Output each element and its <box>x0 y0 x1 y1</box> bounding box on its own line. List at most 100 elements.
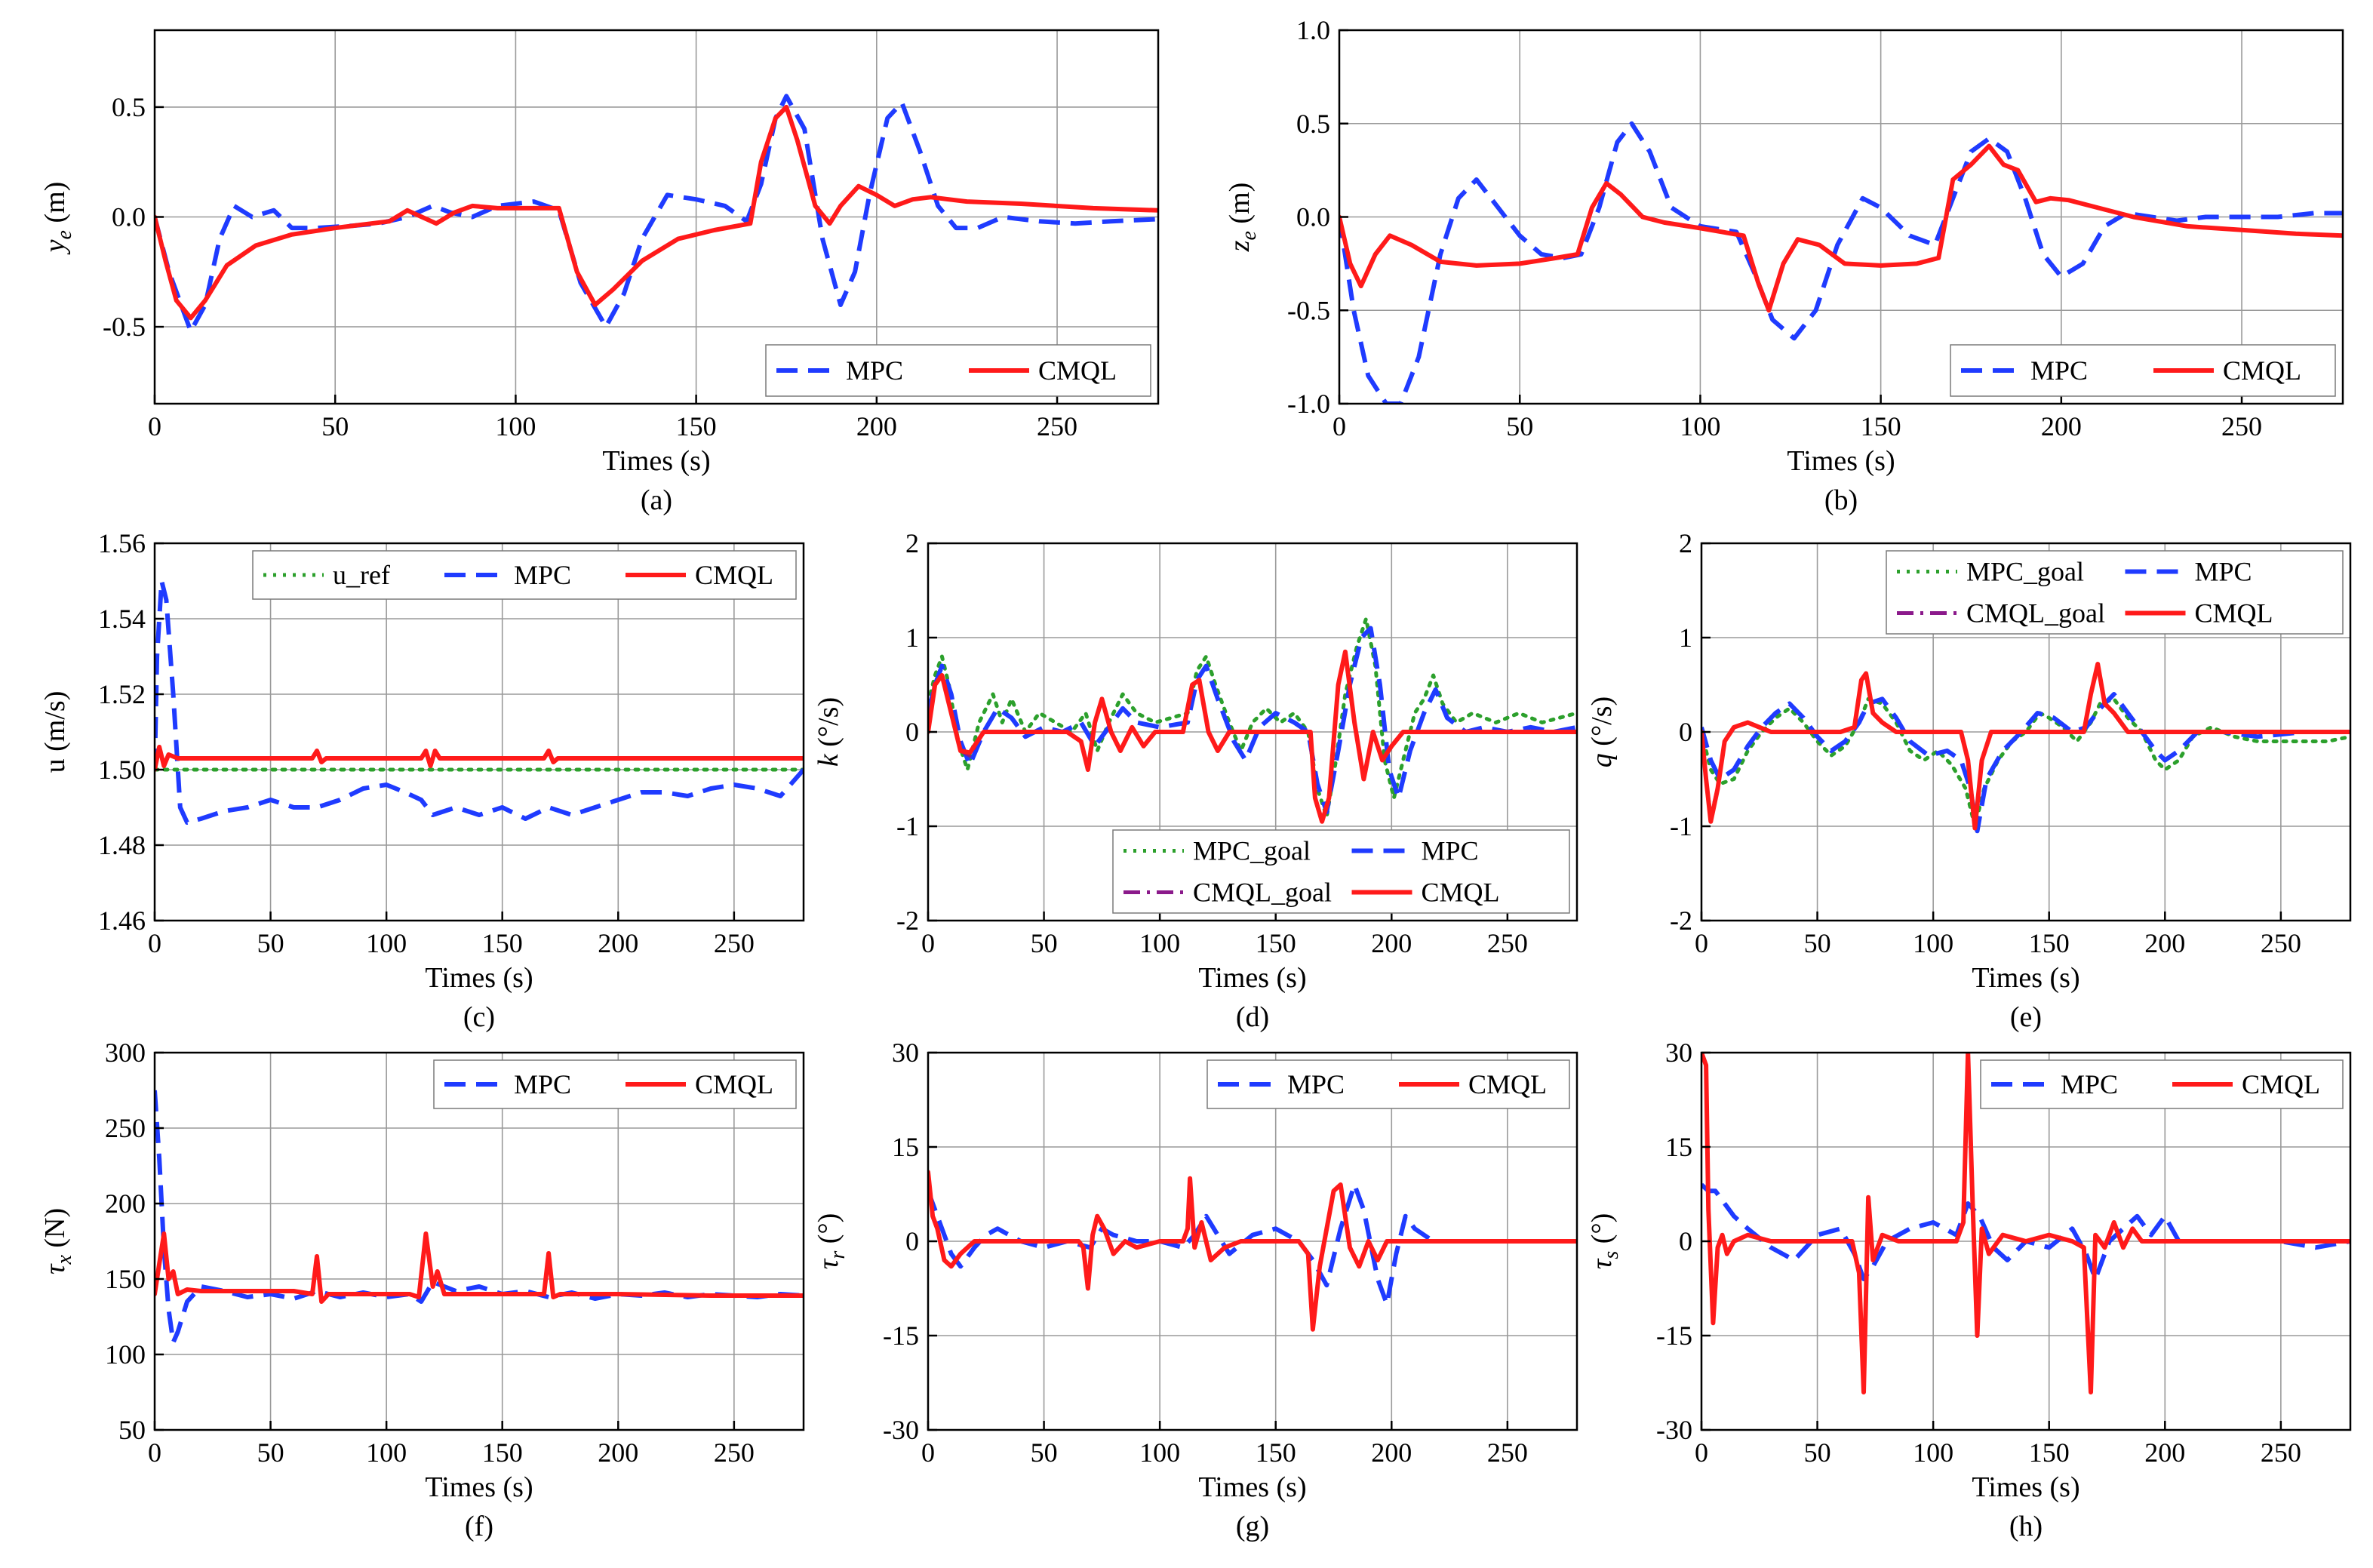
y-tick-label: 0.0 <box>112 202 146 232</box>
x-tick-label: 150 <box>1861 411 1901 441</box>
series-line-mpc <box>1339 121 2343 404</box>
legend-label-cmql_goal: CMQL_goal <box>1966 598 2105 629</box>
y-tick-label: 0 <box>905 717 919 747</box>
x-tick-label: 250 <box>1037 411 1077 441</box>
legend-label-mpc: MPC <box>2195 557 2252 587</box>
y-tick-label: 250 <box>105 1113 146 1143</box>
y-tick-label: 30 <box>1665 1038 1692 1068</box>
x-tick-label: 200 <box>2144 1437 2185 1468</box>
series-group-a <box>155 94 1158 334</box>
legend-box <box>1206 1059 1570 1109</box>
series-line-cmql <box>1701 662 2350 831</box>
x-tick-label: 200 <box>598 1437 638 1468</box>
y-label-unit: (°) <box>813 1213 844 1251</box>
legend-label-cmql: CMQL <box>2195 598 2273 629</box>
x-tick-label: 250 <box>1487 928 1528 958</box>
panel-label-b: (b) <box>1824 484 1858 516</box>
legend-label-mpc_goal: MPC_goal <box>1193 836 1311 866</box>
ticks-h <box>1700 1051 2282 1431</box>
x-tick-label: 250 <box>2261 1437 2301 1468</box>
x-tick-label: 50 <box>1031 1437 1058 1468</box>
y-tick-label: 15 <box>892 1132 919 1162</box>
y-label-unit: (m) <box>39 182 71 230</box>
series-line-cmql <box>1339 143 2343 313</box>
series-group-b <box>1339 121 2343 404</box>
y-tick-label: 0.0 <box>1296 202 1330 232</box>
legend-label-mpc: MPC <box>1422 836 1479 866</box>
y-label-unit: (m) <box>1224 183 1256 231</box>
y-tick-label: -15 <box>883 1321 919 1351</box>
y-tick-label: 0 <box>905 1226 919 1256</box>
y-tick-label: 1.46 <box>98 905 146 936</box>
y-tick-label: 2 <box>1679 528 1692 558</box>
legend-f: MPC CMQL <box>433 1059 797 1109</box>
series-line-cmql <box>155 1231 804 1304</box>
y-label-symbol: τ <box>39 1263 71 1274</box>
x-tick-label: 250 <box>2261 928 2301 958</box>
grid-f <box>155 1053 804 1430</box>
panel-label-f: (f) <box>465 1511 493 1542</box>
legend-box <box>1886 550 2344 635</box>
x-tick-label: 250 <box>2221 411 2262 441</box>
chart-a: 0 50 100 150 200 250 -0.5 0.0 0.5 Times (s) ye (m)… <box>39 29 1160 516</box>
chart-c: 0 50 100 150 200 250 1.46 1.48 1.50 1.52 1.54 1.56 T… <box>39 528 805 1033</box>
panel-label-e: (e) <box>2010 1001 2042 1033</box>
y-label-unit: (°) <box>1586 1213 1618 1251</box>
series-group-g <box>928 1170 1577 1332</box>
series-line-cmql <box>155 104 1158 321</box>
series-line-mpc <box>1701 1182 2350 1281</box>
legend-label-cmql: CMQL <box>1422 878 1500 908</box>
y-tick-label: -1 <box>1670 811 1692 841</box>
series-line-cmql <box>1701 1053 2350 1394</box>
y-label-symbol: τ <box>813 1258 844 1269</box>
panel-label-h: (h) <box>2009 1511 2043 1542</box>
y-tick-label: 1.0 <box>1296 15 1330 45</box>
series-group-h <box>1701 1053 2350 1394</box>
ticks-e <box>1700 542 2282 922</box>
y-tick-label: -0.5 <box>103 312 146 342</box>
chart-g: 0 50 100 150 200 250 -30 -15 0 15 30 Times (s) τr (°… <box>813 1038 1578 1542</box>
y-label-symbol: u <box>39 758 71 773</box>
x-tick-label: 50 <box>1804 928 1831 958</box>
y-tick-label: -1.0 <box>1287 389 1330 419</box>
series-line-mpc <box>928 1182 1577 1307</box>
legend-label-u_ref: u_ref <box>333 560 390 590</box>
series-line-mpc_goal <box>1701 696 2350 829</box>
y-tick-label: 0.5 <box>112 92 146 122</box>
legend-label-mpc: MPC <box>2061 1069 2118 1099</box>
x-tick-label: 150 <box>676 411 717 441</box>
y-axis-label-g: τr (°) <box>813 1213 850 1270</box>
x-axis-label-g: Times (s) <box>1198 1471 1306 1503</box>
y-tick-label: 30 <box>892 1038 919 1068</box>
y-axis-label-a: ye (m) <box>39 182 76 256</box>
x-tick-label: 50 <box>1506 411 1533 441</box>
series-group-f <box>155 1090 804 1345</box>
y-label-subscript: r <box>826 1251 850 1259</box>
x-tick-label: 50 <box>257 1437 284 1468</box>
y-label-subscript: x <box>53 1255 76 1265</box>
x-tick-label: 100 <box>1139 928 1180 958</box>
x-axis-label-a: Times (s) <box>602 445 710 477</box>
series-line-cmql <box>928 649 1577 824</box>
y-tick-label: 50 <box>118 1415 146 1445</box>
legend-label-cmql: CMQL <box>2223 355 2301 386</box>
y-tick-label: 300 <box>105 1038 146 1068</box>
legend-label-mpc: MPC <box>1287 1069 1345 1099</box>
legend-label-cmql: CMQL <box>1038 355 1117 386</box>
x-tick-label: 200 <box>2144 928 2185 958</box>
legend-a: MPC CMQL <box>765 344 1151 397</box>
y-tick-label: 0 <box>1679 1226 1692 1256</box>
x-tick-label: 100 <box>495 411 536 441</box>
x-tick-label: 100 <box>1680 411 1720 441</box>
y-tick-label: -30 <box>1656 1415 1692 1445</box>
y-tick-label: -15 <box>1656 1321 1692 1351</box>
series-line-mpc <box>155 94 1158 334</box>
x-tick-label: 150 <box>482 1437 523 1468</box>
legend-box <box>1950 344 2336 397</box>
y-label-unit: (m/s) <box>39 691 71 759</box>
x-tick-label: 0 <box>148 411 161 441</box>
chart-e: 0 50 100 150 200 250 -2 -1 0 1 2 Times (s) q (°/s) (e… <box>1586 528 2352 1033</box>
legend-box <box>765 344 1151 397</box>
y-axis-label-f: τx (N) <box>39 1208 76 1274</box>
